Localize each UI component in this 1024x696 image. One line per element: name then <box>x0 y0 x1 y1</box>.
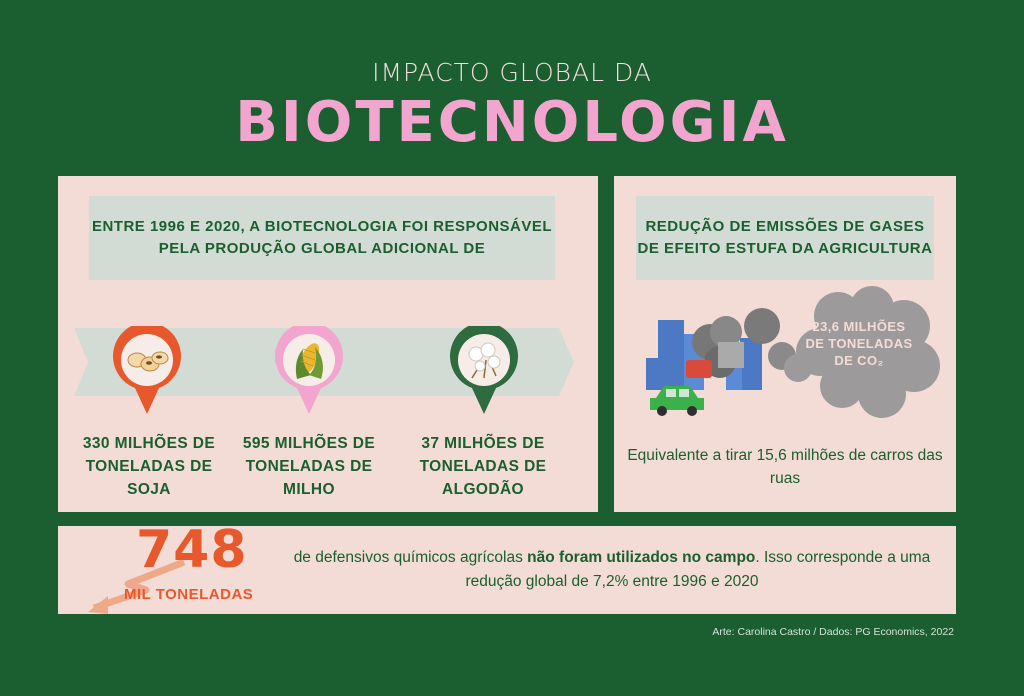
cotton-label: 37 MILHÕES DE TONELADAS DE ALGODÃO <box>419 435 547 498</box>
soybean-icon <box>127 351 169 372</box>
credit-text: Arte: Carolina Castro / Dados: PG Econom… <box>712 626 954 638</box>
cotton-icon <box>468 342 501 379</box>
down-arrow-icon <box>88 558 186 614</box>
pesticide-panel: 748 MIL TONELADAS de defensivos químicos… <box>58 520 956 614</box>
equivalence-text: Equivalente a tirar 15,6 milhões de carr… <box>627 447 943 487</box>
pesticide-number: 748 <box>136 520 248 580</box>
pesticide-highlight: não foram utilizados no campo <box>527 549 756 566</box>
co2-cloud-text: 23,6 MILHÕES DE TONELADAS DE CO₂ <box>805 319 913 368</box>
page-subtitle: IMPACTO GLOBAL DA <box>372 58 652 87</box>
production-heading: ENTRE 1996 E 2020, A BIOTECNOLOGIA FOI R… <box>89 196 555 280</box>
corn-icon <box>295 343 323 379</box>
pesticide-unit: MIL TONELADAS <box>124 586 254 603</box>
production-panel: ENTRE 1996 E 2020, A BIOTECNOLOGIA FOI R… <box>58 176 598 512</box>
city-pollution-illustration <box>646 286 940 418</box>
emissions-panel: REDUÇÃO DE EMISSÕES DE GASES DE EFEITO E… <box>614 176 956 512</box>
pesticide-description: de defensivos químicos agrícolas não for… <box>293 549 931 590</box>
soy-label: 330 MILHÕES DE TONELADAS DE SOJA <box>82 435 216 498</box>
corn-label: 595 MILHÕES DE TONELADAS DE MILHO <box>242 435 376 498</box>
emissions-heading: REDUÇÃO DE EMISSÕES DE GASES DE EFEITO E… <box>636 196 934 280</box>
cotton-pin <box>450 326 518 414</box>
page-title: BIOTECNOLOGIA <box>235 90 789 155</box>
